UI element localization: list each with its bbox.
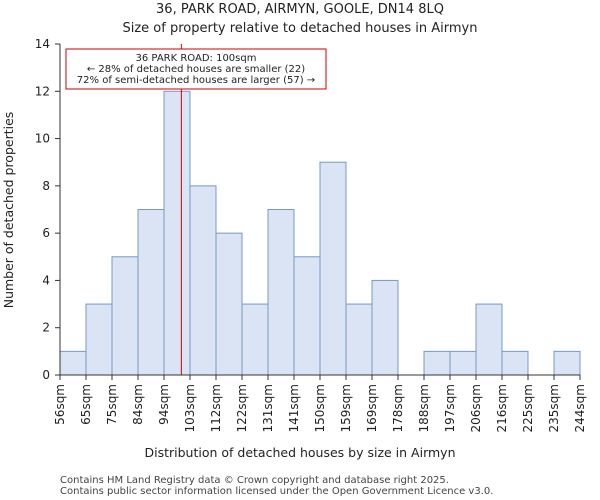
x-tick-label: 103sqm	[183, 384, 197, 432]
bar-131sqm	[267, 209, 295, 376]
annotation-line-3: 72% of semi-detached houses are larger (…	[77, 75, 315, 86]
x-tick-label: 56sqm	[53, 384, 67, 425]
bar-216sqm	[501, 350, 529, 376]
x-tick-label: 150sqm	[313, 384, 327, 432]
bar-169sqm	[371, 279, 399, 376]
y-axis-label: Number of detached properties	[1, 112, 16, 309]
x-tick-label: 169sqm	[365, 384, 379, 432]
y-tick-label: 4	[42, 273, 50, 287]
footer-line-1: Contains HM Land Registry data © Crown c…	[60, 475, 449, 486]
bar-56sqm	[59, 350, 87, 376]
y-tick-label: 14	[35, 37, 50, 51]
y-tick-label: 6	[42, 226, 50, 240]
x-tick-label: 188sqm	[417, 384, 431, 432]
x-tick-label: 65sqm	[79, 384, 93, 425]
bar-159sqm	[345, 303, 373, 376]
bar-188sqm	[423, 350, 451, 376]
x-tick-label: 122sqm	[235, 384, 249, 432]
bar-112sqm	[215, 232, 243, 376]
bar-103sqm	[189, 185, 217, 376]
x-tick-label: 112sqm	[209, 384, 223, 432]
x-tick-label: 178sqm	[391, 384, 405, 432]
chart-title: 36, PARK ROAD, AIRMYN, GOOLE, DN14 8LQ	[156, 2, 444, 17]
y-ticks-group: 0 2 4 6 8 10 12 14	[35, 37, 60, 382]
x-axis-label: Distribution of detached houses by size …	[144, 445, 455, 460]
bar-206sqm	[475, 303, 503, 376]
y-tick-label: 8	[42, 179, 50, 193]
bar-235sqm	[553, 350, 581, 376]
annotation-border	[65, 48, 327, 90]
bar-84sqm	[137, 209, 165, 376]
x-tick-label: 94sqm	[157, 384, 171, 425]
x-tick-label: 131sqm	[261, 384, 275, 432]
y-tick-label: 2	[42, 321, 50, 335]
annotation-box: 36 PARK ROAD: 100sqm ← 28% of detached h…	[65, 48, 327, 90]
bar-197sqm	[449, 350, 477, 376]
x-tick-label: 197sqm	[443, 384, 457, 432]
x-tick-label: 206sqm	[469, 384, 483, 432]
bar-94sqm	[163, 90, 191, 376]
footer-line-2: Contains public sector information licen…	[60, 486, 493, 497]
y-tick-label: 12	[35, 84, 50, 98]
bar-141sqm	[293, 256, 321, 376]
x-tick-label: 225sqm	[521, 384, 535, 432]
chart-subtitle: Size of property relative to detached ho…	[122, 21, 477, 36]
x-tick-label: 159sqm	[339, 384, 353, 432]
annotation-line-1: 36 PARK ROAD: 100sqm	[136, 53, 257, 64]
x-tick-label: 216sqm	[495, 384, 509, 432]
bar-150sqm	[319, 161, 347, 376]
bars-group	[59, 90, 581, 376]
x-ticks-group: 56sqm 65sqm 75sqm 84sqm 94sqm 103sqm 112sqm 122…	[53, 375, 587, 432]
y-tick-label: 10	[35, 132, 50, 146]
x-tick-label: 235sqm	[547, 384, 561, 432]
x-tick-label: 84sqm	[131, 384, 145, 425]
x-tick-label: 141sqm	[287, 384, 301, 432]
x-tick-label: 244sqm	[573, 384, 587, 432]
bar-75sqm	[111, 256, 139, 376]
bar-122sqm	[241, 303, 269, 376]
x-tick-label: 75sqm	[105, 384, 119, 425]
annotation-line-2: ← 28% of detached houses are smaller (22…	[87, 64, 305, 75]
y-tick-label: 0	[42, 368, 50, 382]
bar-65sqm	[85, 303, 113, 376]
